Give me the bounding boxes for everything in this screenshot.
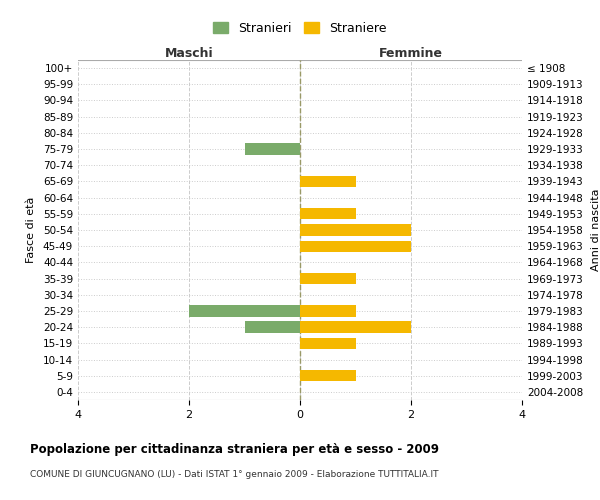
Text: COMUNE DI GIUNCUGNANO (LU) - Dati ISTAT 1° gennaio 2009 - Elaborazione TUTTITALI: COMUNE DI GIUNCUGNANO (LU) - Dati ISTAT … bbox=[30, 470, 439, 479]
Bar bbox=[245, 322, 300, 333]
Bar bbox=[189, 306, 300, 316]
Text: Femmine: Femmine bbox=[379, 47, 443, 60]
Y-axis label: Anni di nascita: Anni di nascita bbox=[590, 188, 600, 271]
Bar bbox=[300, 370, 355, 382]
Bar bbox=[300, 176, 355, 187]
Text: Maschi: Maschi bbox=[164, 47, 214, 60]
Y-axis label: Fasce di età: Fasce di età bbox=[26, 197, 36, 263]
Text: Popolazione per cittadinanza straniera per età e sesso - 2009: Popolazione per cittadinanza straniera p… bbox=[30, 442, 439, 456]
Bar bbox=[300, 322, 411, 333]
Bar bbox=[245, 144, 300, 154]
Bar bbox=[300, 338, 355, 349]
Bar bbox=[300, 208, 355, 220]
Bar bbox=[300, 224, 411, 235]
Bar bbox=[300, 240, 411, 252]
Bar bbox=[300, 306, 355, 316]
Legend: Stranieri, Straniere: Stranieri, Straniere bbox=[213, 22, 387, 35]
Bar bbox=[300, 273, 355, 284]
